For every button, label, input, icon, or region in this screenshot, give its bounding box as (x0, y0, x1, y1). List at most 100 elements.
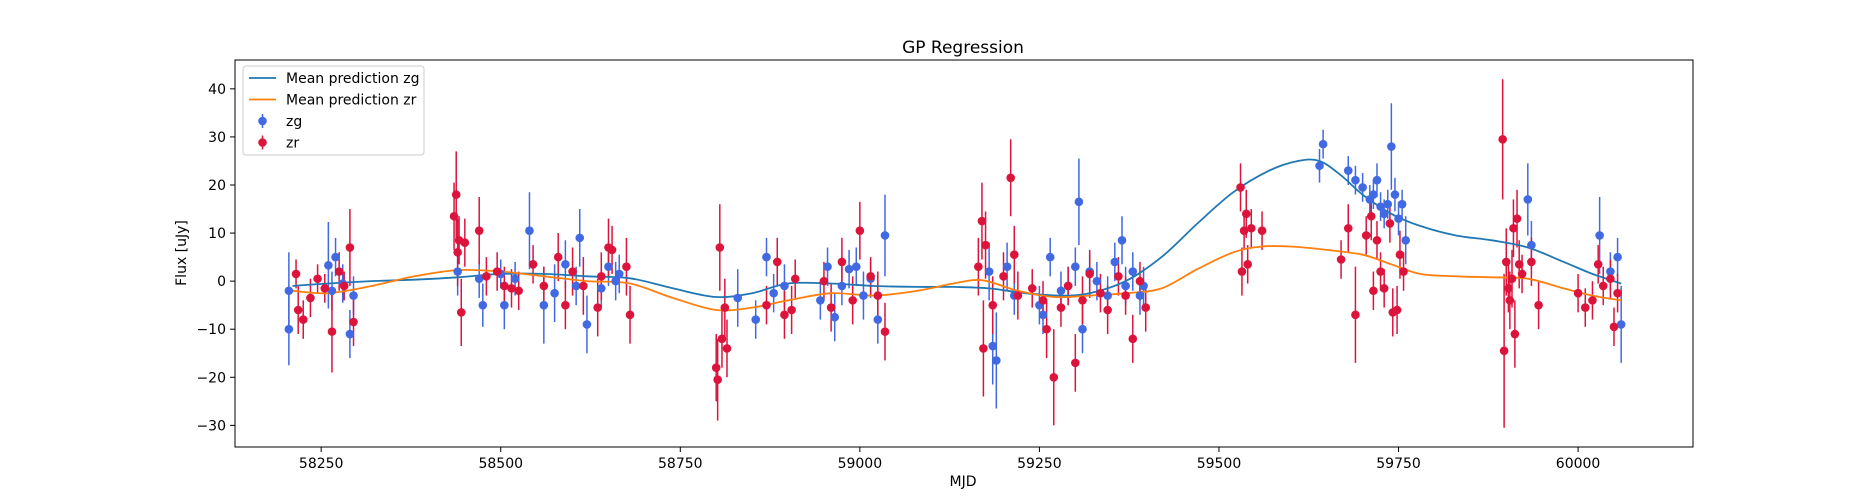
zg-point (984, 267, 994, 276)
zg-point (604, 262, 613, 272)
zg-point (880, 231, 890, 240)
zr-point (482, 272, 491, 281)
zg-point (1315, 161, 1324, 171)
zr-point (1038, 296, 1048, 305)
zr-point (1598, 281, 1608, 291)
zr-point (313, 274, 322, 284)
x-tick-label: 58250 (299, 456, 344, 472)
zg-point (284, 286, 294, 296)
zg-point (324, 260, 333, 270)
zr-point (1606, 274, 1615, 284)
zr-point (1071, 358, 1080, 368)
zg-point (1002, 262, 1012, 272)
zr-point (1351, 310, 1360, 320)
zr-point (514, 286, 523, 296)
zr-point (977, 216, 987, 226)
zr-point (1135, 276, 1145, 286)
zr-point (1241, 209, 1251, 219)
zr-point (1366, 211, 1376, 221)
zr-point (345, 243, 355, 252)
zr-point (1027, 284, 1037, 293)
zr-point (474, 226, 484, 235)
zr-point (790, 274, 800, 284)
zr-point (327, 327, 337, 336)
zg-point (844, 264, 854, 274)
zr-point (1141, 303, 1151, 312)
zr-point (553, 252, 563, 262)
y-tick-label: 20 (208, 178, 226, 194)
zr-point (1056, 303, 1066, 312)
legend-marker-swatch (258, 138, 267, 147)
mean-prediction-lines (292, 158, 1622, 312)
zg-point (1318, 139, 1328, 149)
zr-point (713, 375, 722, 384)
zr-point (460, 238, 470, 247)
zg-point (510, 274, 520, 284)
zr-point (974, 262, 983, 272)
zg-point (1383, 199, 1393, 209)
zg-point (1045, 252, 1055, 262)
zr-point (1588, 296, 1597, 305)
zr-point (1042, 324, 1051, 334)
zg-point (1343, 166, 1353, 175)
zr-point (451, 190, 461, 199)
zg-point (859, 291, 868, 300)
zg-point (1523, 195, 1533, 204)
chart-title: GP Regression (902, 38, 1024, 58)
zr-point (1236, 183, 1245, 192)
zg-point (1128, 267, 1138, 276)
zg-point (1074, 197, 1084, 207)
zr-point (1121, 291, 1130, 300)
zg-point (1606, 267, 1615, 276)
zr-point (1336, 255, 1346, 264)
zr-point (1376, 267, 1385, 276)
x-tick-label: 59500 (1197, 456, 1242, 472)
zg-point (1394, 214, 1403, 223)
zg-point (988, 341, 998, 351)
zg-point (851, 262, 861, 272)
zr-point (579, 281, 588, 291)
zr-point (880, 327, 890, 336)
zr-point (1507, 274, 1517, 284)
zg-point (1379, 209, 1389, 219)
plot-area (284, 79, 1626, 428)
zr-point (1609, 322, 1619, 332)
zg-point (525, 226, 534, 235)
y-axis-label: Flux [uJy] (174, 220, 190, 286)
zr-point (1580, 303, 1590, 312)
zg-point (474, 274, 484, 284)
zg-point (345, 329, 355, 339)
zr-point (1573, 288, 1583, 298)
zg-point (539, 300, 549, 310)
zr-point (999, 272, 1008, 281)
zr-point (625, 310, 635, 320)
legend-label: zg (286, 114, 302, 130)
data-points (284, 135, 1626, 384)
zr-point (722, 344, 732, 353)
zr-point (1504, 284, 1513, 293)
zr-point (607, 245, 617, 255)
x-tick-label: 59250 (1017, 456, 1062, 472)
zg-point (1135, 291, 1145, 300)
legend-label: Mean prediction zr (286, 93, 417, 109)
y-tick-label: 0 (217, 274, 226, 290)
zr-point (837, 257, 847, 267)
zr-point (1114, 272, 1123, 281)
zr-point (1246, 223, 1256, 233)
zg-point (830, 312, 840, 322)
zg-point (1387, 142, 1396, 151)
zr-point (1128, 334, 1138, 344)
zg-point (769, 288, 778, 298)
zg-point (873, 315, 883, 324)
zr-point (1243, 260, 1252, 269)
zg-point (571, 281, 581, 291)
zr-point (979, 344, 988, 353)
zg-point (614, 269, 624, 279)
zg-point (733, 293, 743, 303)
zr-point (1379, 284, 1389, 293)
zg-point (1595, 231, 1604, 240)
zr-point (500, 281, 509, 291)
zg-point (582, 320, 592, 329)
zr-point (1527, 257, 1536, 267)
x-tick-label: 58750 (658, 456, 703, 472)
